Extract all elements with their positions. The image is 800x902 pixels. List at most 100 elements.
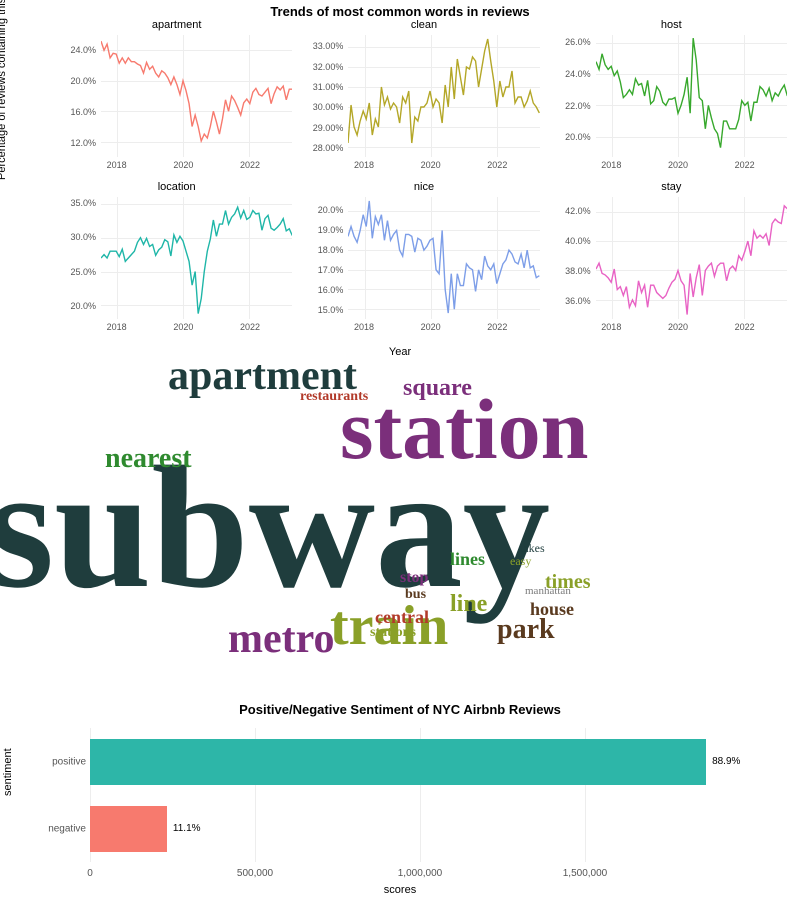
y-tick: 17.0%: [318, 265, 344, 275]
y-tick: 18.0%: [318, 245, 344, 255]
facet-location: location 20.0% 25.0% 30.0% 35.0% 2018 2020 2022: [58, 184, 295, 340]
y-tick: 20.0%: [70, 301, 96, 311]
wordcloud-word-nearest: nearest: [105, 445, 192, 473]
x-tick: 2018: [601, 322, 621, 332]
facet-plot: [100, 196, 293, 320]
facet-title: stay: [553, 181, 790, 193]
x-tick: 2020: [173, 322, 193, 332]
y-tick: 31.00%: [313, 82, 344, 92]
facet-plot: [347, 34, 540, 158]
sentiment-ytick: negative: [30, 823, 86, 834]
sentiment-bar-positive: [90, 739, 706, 785]
wordcloud-word-line: line: [450, 592, 487, 616]
y-tick: 19.0%: [318, 225, 344, 235]
sentiment-bar-label: 88.9%: [712, 756, 740, 767]
wordcloud-word-stop: stop: [400, 570, 428, 586]
facet-nice: nice15.0%16.0%17.0%18.0%19.0%20.0%201820…: [305, 184, 542, 340]
trend-line: [596, 206, 787, 315]
wordcloud-word-park: park: [497, 616, 555, 644]
facet-plot: [595, 34, 788, 158]
trends-main-title: Trends of most common words in reviews: [0, 4, 800, 19]
wordcloud-word-lines: lines: [450, 550, 485, 568]
x-tick: 2018: [601, 160, 621, 170]
wordcloud-word-manhattan: manhattan: [525, 586, 571, 597]
x-tick: 2020: [173, 160, 193, 170]
x-tick: 2020: [421, 322, 441, 332]
trend-line: [348, 201, 539, 313]
y-tick: 30.00%: [313, 102, 344, 112]
sentiment-xlabel: scores: [0, 884, 800, 896]
sentiment-ylabel: sentiment: [2, 748, 14, 796]
sentiment-ytick: positive: [30, 756, 86, 767]
wordcloud-word-takes: takes: [520, 542, 545, 554]
y-tick: 40.0%: [565, 236, 591, 246]
sentiment-plot-area: 88.9% 11.1%: [90, 728, 750, 862]
sentiment-xtick: 1,000,000: [398, 868, 443, 879]
y-tick: 24.0%: [565, 69, 591, 79]
sentiment-title: Positive/Negative Sentiment of NYC Airbn…: [0, 702, 800, 717]
x-tick: 2020: [668, 322, 688, 332]
x-tick: 2018: [107, 160, 127, 170]
y-tick: 36.0%: [565, 296, 591, 306]
x-tick: 2020: [668, 160, 688, 170]
y-tick: 22.0%: [565, 101, 591, 111]
y-tick: 12.0%: [70, 138, 96, 148]
wordcloud-panel: subwaystationapartmenttrainmetronearestp…: [0, 360, 800, 696]
wordcloud-word-metro: metro: [228, 618, 335, 660]
x-tick: 2018: [354, 160, 374, 170]
x-tick: 2022: [735, 322, 755, 332]
facet-plot: [595, 196, 788, 320]
sentiment-panel: Positive/Negative Sentiment of NYC Airbn…: [0, 696, 800, 902]
y-tick: 33.00%: [313, 41, 344, 51]
x-tick: 2022: [487, 160, 507, 170]
y-tick: 25.0%: [70, 267, 96, 277]
facet-apartment: apartment12.0%16.0%20.0%24.0%20182020202…: [58, 22, 295, 178]
facet-plot: [100, 34, 293, 158]
facet-host: host20.0%22.0%24.0%26.0%201820202022: [553, 22, 790, 178]
y-tick: 32.00%: [313, 62, 344, 72]
trend-line: [101, 41, 292, 141]
y-tick: 16.0%: [318, 285, 344, 295]
facet-plot: [347, 196, 540, 320]
facet-title: location: [58, 181, 295, 193]
y-tick: 38.0%: [565, 266, 591, 276]
y-tick: 20.0%: [318, 205, 344, 215]
facet-title: apartment: [58, 19, 295, 31]
y-tick: 28.00%: [313, 143, 344, 153]
facet-clean: clean 28.00% 29.00% 30.00% 31.00% 32.00% 33.00…: [305, 22, 542, 178]
sentiment-xtick: 0: [87, 868, 93, 879]
trend-line: [596, 38, 787, 147]
y-tick: 30.0%: [70, 232, 96, 242]
x-tick: 2022: [487, 322, 507, 332]
y-tick: 24.0%: [70, 45, 96, 55]
x-tick: 2022: [240, 322, 260, 332]
trend-line: [101, 207, 292, 313]
wordcloud-word-square: square: [403, 376, 472, 400]
trends-panel: Trends of most common words in reviews P…: [0, 0, 800, 360]
facet-title: host: [553, 19, 790, 31]
sentiment-bar-negative: [90, 806, 167, 852]
y-tick: 35.0%: [70, 198, 96, 208]
facet-stay: stay 36.0% 38.0% 40.0% 42.0% 2018 2020 2022: [553, 184, 790, 340]
sentiment-xtick: 500,000: [237, 868, 273, 879]
trends-ylabel: Percentage of reviews containing this te…: [0, 0, 8, 180]
wordcloud-word-house: house: [530, 600, 574, 618]
wordcloud-word-easy: easy: [510, 555, 531, 567]
wordcloud-word-stations: stations: [370, 626, 416, 640]
y-tick: 20.0%: [70, 76, 96, 86]
y-tick: 29.00%: [313, 123, 344, 133]
x-tick: 2022: [735, 160, 755, 170]
x-tick: 2020: [421, 160, 441, 170]
facet-title: clean: [305, 19, 542, 31]
wordcloud-word-bus: bus: [405, 588, 426, 602]
x-tick: 2018: [354, 322, 374, 332]
x-tick: 2022: [240, 160, 260, 170]
trends-xlabel: Year: [0, 346, 800, 358]
trends-facets-grid: apartment 12.0% 16.0% 20.0% 24.0% 2018 2020 202…: [58, 22, 790, 340]
y-tick: 26.0%: [565, 37, 591, 47]
wordcloud-word-restaurants: restaurants: [300, 390, 368, 404]
trend-line: [348, 39, 539, 143]
sentiment-bar-label: 11.1%: [173, 823, 201, 834]
x-tick: 2018: [107, 322, 127, 332]
y-tick: 42.0%: [565, 206, 591, 216]
